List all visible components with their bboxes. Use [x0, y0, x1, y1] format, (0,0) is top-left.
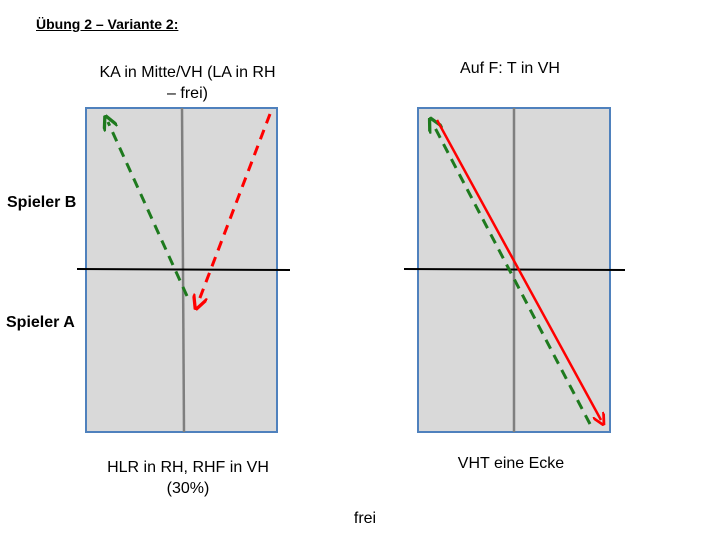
right-caption-bottom: VHT eine Ecke: [457, 455, 565, 472]
footer-note: frei: [353, 510, 377, 527]
left-caption-bottom: HLR in RH, RHF in VH (30%): [107, 459, 269, 497]
left-table: [76, 107, 291, 433]
right-table-net: [403, 268, 626, 271]
player-a-label: Spieler A: [6, 314, 75, 331]
left-green-dashed-arrow: [108, 122, 189, 297]
right-caption-top: Auf F: T in VH: [460, 60, 560, 77]
right-table: [403, 107, 626, 433]
left-caption-top: KA in Mitte/VH (LA in RH – frei): [99, 64, 276, 102]
left-table-net: [76, 268, 291, 271]
right-green-dashed-arrow: [433, 124, 592, 425]
exercise-title: Übung 2 – Variante 2:: [36, 16, 179, 32]
right-red-solid-arrow: [435, 119, 601, 420]
player-b-label: Spieler B: [7, 194, 77, 211]
